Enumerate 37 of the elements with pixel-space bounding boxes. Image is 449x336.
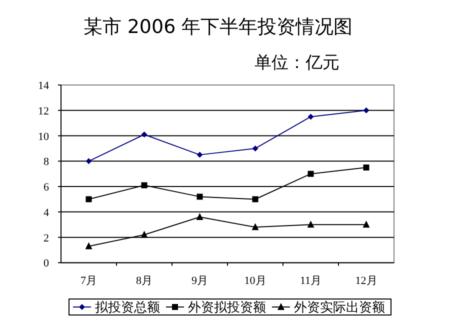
point — [308, 170, 314, 177]
point — [252, 145, 258, 152]
point — [141, 182, 148, 188]
point — [140, 230, 148, 238]
point — [362, 220, 370, 228]
legend-label: 外资拟投资额 — [188, 300, 266, 316]
title: 某市 2006 年下半年投资情况图 — [83, 16, 353, 38]
xtick: 8月 — [136, 275, 152, 287]
xtick: 9月 — [192, 275, 208, 287]
ytick: 2 — [44, 232, 49, 244]
point — [363, 164, 370, 171]
ytick: 0 — [44, 258, 49, 270]
ytick: 14 — [38, 80, 49, 92]
subtitle: 单位：亿元 — [254, 53, 340, 73]
legend-label: 外资实际出资额 — [294, 300, 385, 316]
xtick: 10月 — [244, 275, 266, 287]
point — [86, 158, 92, 164]
point — [308, 114, 314, 120]
point — [196, 152, 203, 158]
ytick: 6 — [44, 182, 49, 194]
xtick: 12月 — [355, 275, 378, 287]
legend-label: 拟投资总额 — [95, 300, 160, 316]
point — [252, 196, 258, 202]
ytick: 4 — [44, 206, 49, 219]
point — [196, 194, 203, 200]
xtick: 7月 — [80, 275, 97, 287]
ytick: 10 — [38, 130, 49, 143]
point — [307, 220, 314, 228]
point — [141, 132, 148, 138]
point — [196, 213, 204, 220]
point — [363, 107, 370, 114]
ytick: 12 — [38, 105, 49, 118]
xtick: 11月 — [300, 275, 322, 287]
point — [86, 196, 92, 202]
point — [252, 223, 259, 230]
point — [85, 242, 92, 250]
ytick: 8 — [44, 156, 49, 168]
